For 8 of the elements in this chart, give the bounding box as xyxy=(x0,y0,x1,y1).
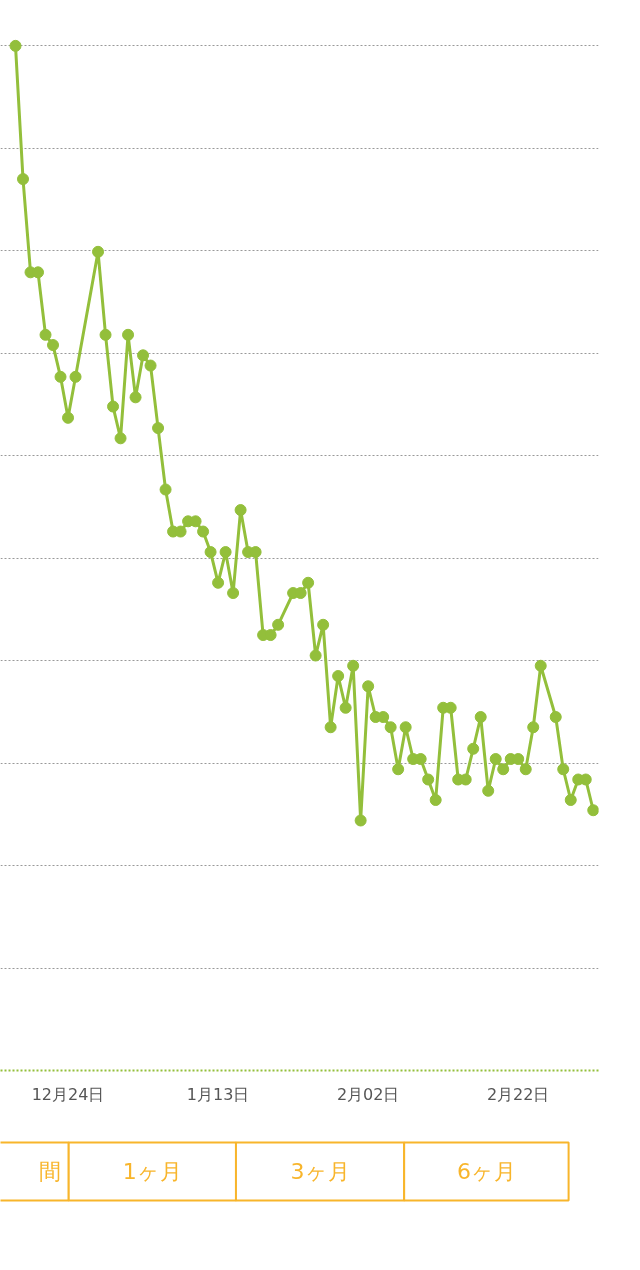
x-tick-label: 2月22日 xyxy=(486,1084,550,1104)
text: 間 xyxy=(39,1159,62,1184)
text: 3ヶ月 xyxy=(290,1159,350,1184)
text: 1ヶ月 xyxy=(122,1159,182,1184)
text: 6ヶ月 xyxy=(456,1159,516,1184)
x-tick-label: 1月13日 xyxy=(186,1084,250,1104)
x-tick-label: 12月24日 xyxy=(31,1084,105,1104)
x-tick-label: 2月02日 xyxy=(336,1084,400,1104)
